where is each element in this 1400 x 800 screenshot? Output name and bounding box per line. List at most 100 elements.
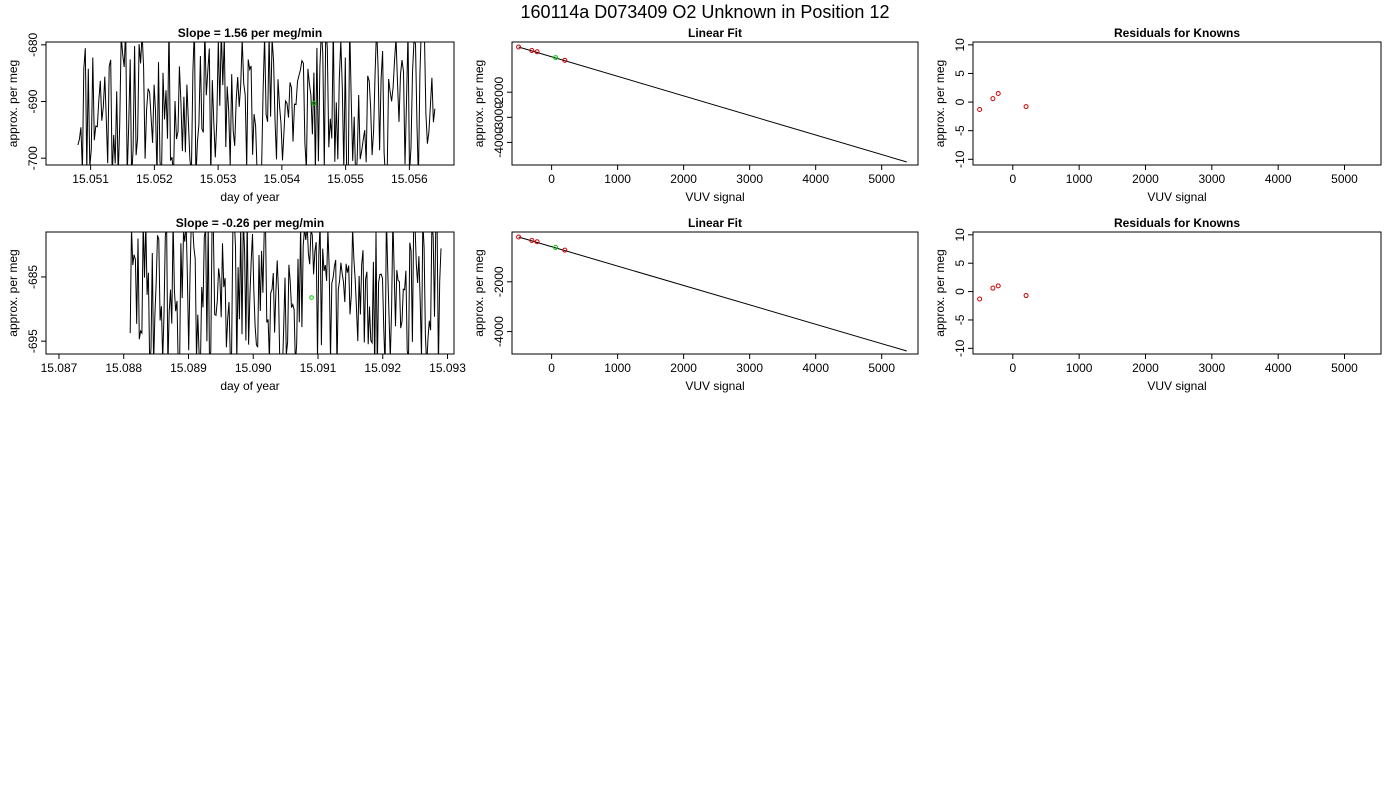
panel-2: Linear Fit 0 1000 2000 3000 4000 5000 -4000-300… xyxy=(472,26,919,204)
x-tick-label: 4000 xyxy=(1265,361,1292,375)
x-tick-label: 2000 xyxy=(1132,172,1159,186)
data-point xyxy=(516,44,522,50)
x-axis-title: day of year xyxy=(220,190,279,204)
y-tick-label: 10 xyxy=(953,228,967,242)
x-tick-label: 3000 xyxy=(736,361,763,375)
plot-frame xyxy=(511,41,919,166)
y-axis-title: approx. per meg xyxy=(6,249,20,336)
x-tick-label: 5000 xyxy=(868,361,895,375)
series-line xyxy=(77,42,436,165)
x-tick-label: 5000 xyxy=(1331,361,1358,375)
plot-area xyxy=(516,234,907,352)
plot-frame xyxy=(511,231,919,355)
unknown-marker xyxy=(311,100,317,106)
x-axis-title: VUV signal xyxy=(685,379,744,393)
x-tick-label: 15.093 xyxy=(429,361,466,375)
data-point xyxy=(1023,104,1029,110)
panel-title: Residuals for Knowns xyxy=(1114,216,1240,230)
y-tick-label: -4000 xyxy=(492,316,506,347)
y-tick-label: 0 xyxy=(953,98,967,105)
x-tick-label: 15.091 xyxy=(300,361,337,375)
panel-4: Slope = -0.26 per meg/min 15.087 15.088 15.… xyxy=(6,216,466,393)
y-tick-label: -2000 xyxy=(492,266,506,297)
panel-1: Slope = 1.56 per meg/min 15.051 15.052 15.0… xyxy=(6,26,455,204)
data-point xyxy=(1023,293,1029,299)
x-tick-label: 15.092 xyxy=(364,361,401,375)
y-tick-label: 0 xyxy=(953,288,967,295)
panels-group: Slope = 1.56 per meg/min 15.051 15.052 15.0… xyxy=(6,26,1382,393)
plot-area xyxy=(977,283,1029,302)
data-point xyxy=(534,239,540,245)
x-tick-label: 3000 xyxy=(736,172,763,186)
y-axis-title: approx. per meg xyxy=(933,60,947,147)
panel-6: Residuals for Knowns 0 1000 2000 3000 4000 500… xyxy=(933,216,1382,393)
panel-title: Slope = -0.26 per meg/min xyxy=(176,216,324,230)
data-point xyxy=(977,296,983,302)
x-tick-label: 1000 xyxy=(1066,361,1093,375)
plot-frame xyxy=(972,41,1382,166)
plot-frame xyxy=(972,231,1382,355)
y-tick-label: -685 xyxy=(26,265,40,289)
y-tick-label: -5 xyxy=(953,125,967,136)
figure-title: 160114a D073409 O2 Unknown in Position 1… xyxy=(521,2,890,22)
x-tick-label: 0 xyxy=(1009,361,1016,375)
x-tick-label: 1000 xyxy=(1066,172,1093,186)
y-axis-title: approx. per meg xyxy=(472,249,486,336)
y-tick-label: -2000 xyxy=(492,77,506,108)
fit-line xyxy=(518,236,907,352)
plot-frame xyxy=(45,231,455,355)
y-tick-label: 5 xyxy=(953,70,967,77)
x-tick-label: 2000 xyxy=(670,172,697,186)
x-tick-label: 1000 xyxy=(604,172,631,186)
x-tick-label: 0 xyxy=(548,172,555,186)
plot-area xyxy=(977,90,1029,113)
y-tick-label: -695 xyxy=(26,329,40,353)
y-tick-label: 10 xyxy=(953,38,967,52)
data-point xyxy=(529,237,535,243)
data-point xyxy=(995,90,1001,96)
panel-title: Linear Fit xyxy=(688,26,742,40)
y-tick-label: -700 xyxy=(26,146,40,170)
x-tick-label: 4000 xyxy=(1265,172,1292,186)
x-tick-label: 15.055 xyxy=(327,172,364,186)
data-point xyxy=(562,247,568,253)
y-axis-title: approx. per meg xyxy=(472,60,486,147)
y-axis-title: approx. per meg xyxy=(6,60,20,147)
x-tick-label: 15.090 xyxy=(235,361,272,375)
x-axis-title: VUV signal xyxy=(1147,190,1206,204)
panel-5: Linear Fit 0 1000 2000 3000 4000 5000 -4000 -200… xyxy=(472,216,919,393)
x-tick-label: 15.054 xyxy=(264,172,301,186)
plot-area xyxy=(516,44,907,163)
x-axis-title: VUV signal xyxy=(1147,379,1206,393)
data-point xyxy=(990,285,996,291)
panel-title: Residuals for Knowns xyxy=(1114,26,1240,40)
x-tick-label: 3000 xyxy=(1198,361,1225,375)
unknown-marker xyxy=(309,295,314,300)
x-tick-label: 15.088 xyxy=(105,361,142,375)
x-tick-label: 15.089 xyxy=(170,361,207,375)
x-axis-title: day of year xyxy=(220,379,279,393)
x-tick-label: 5000 xyxy=(868,172,895,186)
data-point xyxy=(977,107,983,113)
x-tick-label: 5000 xyxy=(1331,172,1358,186)
x-tick-label: 15.087 xyxy=(41,361,78,375)
x-tick-label: 4000 xyxy=(802,172,829,186)
y-tick-label: -4000 xyxy=(492,127,506,158)
unknown-point xyxy=(553,244,559,250)
panel-title: Slope = 1.56 per meg/min xyxy=(178,26,322,40)
x-tick-label: 3000 xyxy=(1198,172,1225,186)
x-tick-label: 0 xyxy=(548,361,555,375)
y-tick-label: -10 xyxy=(953,150,967,168)
y-tick-label: 5 xyxy=(953,260,967,267)
x-tick-label: 4000 xyxy=(802,361,829,375)
plot-area xyxy=(77,42,436,165)
data-point xyxy=(534,49,540,55)
data-point xyxy=(516,234,522,240)
x-tick-label: 15.051 xyxy=(72,172,109,186)
x-tick-label: 15.056 xyxy=(391,172,428,186)
plot-area xyxy=(129,232,442,354)
series-line xyxy=(129,232,442,354)
data-point xyxy=(990,96,996,102)
x-tick-label: 1000 xyxy=(604,361,631,375)
